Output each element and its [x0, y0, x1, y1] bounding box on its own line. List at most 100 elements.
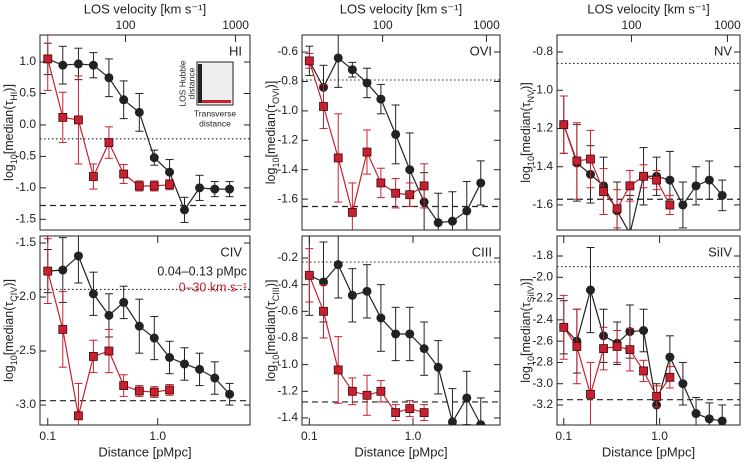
marker — [599, 344, 608, 353]
x-tick-label: 0.1 — [555, 429, 572, 443]
marker — [58, 113, 68, 122]
marker — [625, 345, 635, 355]
x2-tick-label: 100 — [373, 18, 393, 32]
y-axis-label-part: 10 — [271, 355, 281, 365]
y-tick-label: -2.4 — [532, 312, 553, 326]
inset-label: distance — [199, 118, 231, 128]
marker — [462, 206, 472, 216]
y-tick-label: -1.0 — [277, 103, 298, 117]
marker — [586, 389, 595, 399]
y-tick-label: -1.5 — [15, 211, 36, 225]
marker — [210, 373, 220, 383]
x-tick-label: 1.0 — [405, 429, 422, 443]
ion-label: CIV — [220, 244, 242, 259]
y-tick-label: -0.5 — [15, 149, 36, 163]
series-line — [308, 56, 482, 224]
y-axis-label-part: log — [264, 365, 278, 382]
plot-frame — [556, 235, 741, 426]
y-tick-label: -0.8 — [532, 44, 553, 58]
marker — [462, 393, 472, 403]
y-axis-label-part: )] — [519, 82, 533, 90]
ion-label: CIII — [472, 244, 492, 259]
y-tick-label: -1.4 — [277, 162, 298, 176]
marker — [572, 156, 582, 166]
y-tick-label: -1.2 — [532, 121, 553, 135]
x2-tick-label: 100 — [622, 18, 642, 32]
marker — [362, 147, 372, 157]
plot-area — [557, 62, 740, 230]
y-tick-label: -0.2 — [277, 250, 298, 264]
y-axis-label-part: [median(τ — [2, 101, 16, 155]
y-tick-label: -2.8 — [532, 355, 553, 369]
inset-los — [198, 64, 202, 103]
y-axis-label: log10[median(τSiIV)] — [519, 278, 536, 382]
ion-label: SiIV — [708, 244, 732, 259]
y-tick-label: -3.2 — [532, 397, 553, 411]
y-tick-label: -1.4 — [277, 410, 298, 424]
marker — [405, 404, 415, 414]
marker — [347, 386, 357, 396]
plot-area — [302, 236, 500, 425]
y-axis-label-part: HI — [9, 92, 19, 101]
x2-axis-label: LOS velocity [km s⁻¹] — [340, 1, 462, 16]
marker — [73, 59, 83, 69]
y-axis-label-part: [median(τ — [264, 104, 278, 158]
y-axis-label-part: log — [519, 166, 533, 183]
y-tick-label: -3.0 — [15, 397, 36, 411]
marker — [391, 188, 401, 198]
marker — [717, 190, 727, 200]
plot-frame — [301, 235, 501, 426]
marker — [665, 200, 675, 210]
marker — [639, 366, 648, 376]
y-axis-label-part: SiIV — [526, 286, 536, 303]
marker — [119, 169, 129, 179]
marker — [134, 321, 144, 331]
ion-label: HI — [229, 43, 242, 58]
marker — [119, 95, 129, 105]
marker — [678, 379, 688, 389]
marker — [572, 342, 582, 351]
marker — [149, 181, 159, 191]
y-tick-label: -0.6 — [277, 44, 298, 58]
y-axis-label-part: )] — [519, 278, 533, 286]
plot-area — [302, 35, 500, 230]
marker — [134, 107, 144, 117]
y-tick-label: -2.5 — [15, 343, 36, 357]
x2-tick-label: 1000 — [714, 18, 741, 32]
marker — [419, 408, 429, 418]
marker — [210, 184, 220, 194]
y-axis-label-part: )] — [2, 279, 16, 287]
marker — [58, 265, 68, 275]
y-axis-label-part: log — [2, 164, 16, 181]
marker — [89, 172, 98, 181]
marker — [319, 306, 328, 316]
y-axis-label-part: CIII — [271, 287, 281, 301]
marker — [149, 333, 159, 343]
y-axis-label-part: 10 — [271, 158, 281, 168]
marker — [104, 310, 114, 320]
marker — [134, 181, 144, 191]
y-axis-label-part: NV — [526, 90, 536, 103]
marker — [612, 204, 622, 214]
x2-axis-label: LOS velocity [km s⁻¹] — [587, 1, 709, 16]
x-axis-label: Distance [pMpc] — [602, 444, 695, 459]
series-line — [309, 263, 482, 425]
marker — [405, 329, 415, 339]
marker — [165, 385, 174, 395]
y-axis-label-part: 10 — [9, 154, 19, 164]
inset-label: Transverse — [194, 108, 236, 118]
marker — [476, 178, 486, 188]
marker — [104, 346, 114, 356]
plot-area — [40, 35, 250, 223]
y-axis-label: log10[median(τNV)] — [519, 82, 536, 182]
y-axis-label: log10[median(τHI)] — [2, 84, 19, 181]
marker — [319, 102, 328, 111]
marker — [376, 94, 386, 104]
marker — [391, 329, 401, 339]
marker — [149, 153, 159, 163]
plot-area — [557, 246, 740, 425]
marker — [586, 154, 595, 164]
marker — [704, 414, 714, 424]
marker — [225, 184, 235, 194]
